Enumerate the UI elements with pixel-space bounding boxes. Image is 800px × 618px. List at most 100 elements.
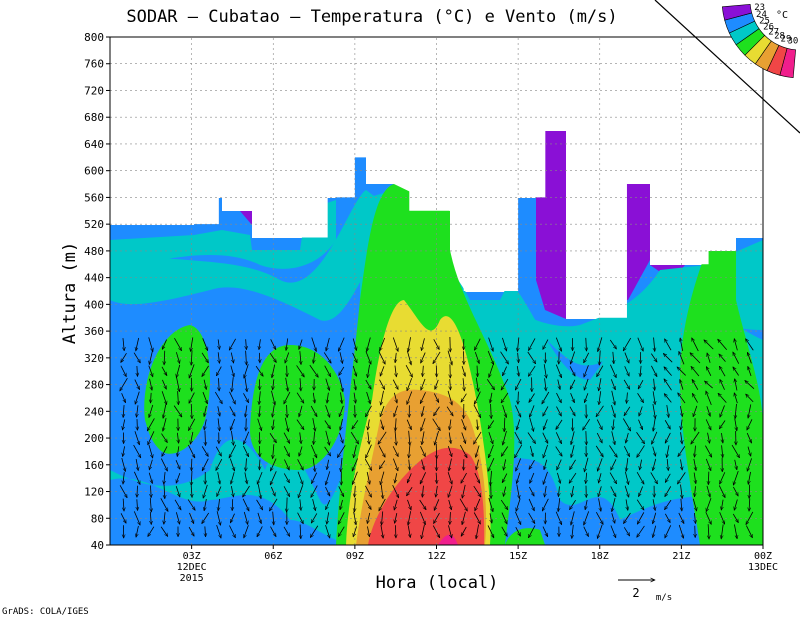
wind-arrow [339,405,344,417]
wind-arrow [718,393,727,403]
wind-arrow [214,391,222,404]
wind-arrow [680,405,682,417]
wind-arrow [610,486,617,496]
wind-arrow [677,367,686,376]
wind-arrow [257,418,262,431]
wind-arrow [474,472,481,483]
wind-arrow [310,405,318,417]
wind-arrow [572,485,574,497]
wind-arrow [287,497,288,513]
wind-arrow [300,524,301,538]
wind-arrow [146,418,155,430]
wind-arrow [381,511,382,525]
wind-arrow [527,351,536,364]
wind-arrow [732,513,738,523]
footer-credit: GrADS: COLA/IGES [2,607,89,617]
wind-arrow [216,511,220,525]
wind-arrow [679,351,685,365]
wind-arrow [678,524,683,538]
wind-arrow [652,499,655,510]
wind-arrow [339,377,343,391]
wind-arrow [191,403,192,419]
wind-arrow [542,391,550,404]
x-tick-label: 06Z [264,551,282,562]
y-tick-label: 160 [84,459,104,472]
wind-arrow [310,525,319,538]
wind-arrow [518,391,519,405]
wind-arrow [557,379,560,390]
wind-arrow [310,444,318,458]
wind-arrow [407,525,410,538]
wind-arrow [719,354,726,362]
wind-arrow [637,380,644,389]
wind-arrow [339,352,343,363]
wind-arrow [311,337,317,351]
wind-arrow [612,497,616,512]
wind-arrow [514,378,522,390]
wind-arrow [300,499,301,510]
wind-arrow [123,446,125,456]
wind-arrow [354,392,356,404]
wind-arrow [353,511,357,525]
wind-arrow [705,367,712,376]
wind-arrow [502,337,506,351]
wind-arrow [163,418,167,431]
wind-arrow [652,446,656,457]
wind-arrow [311,472,318,484]
wind-arrow [734,393,738,404]
y-tick-label: 520 [84,218,104,231]
wind-arrow [462,484,466,498]
wind-arrow [337,512,345,524]
wind-arrow [136,525,139,537]
wind-arrow [719,420,726,429]
wind-arrow [351,458,358,471]
wind-arrow [623,337,632,351]
x-tick-label: 18Z [591,551,609,562]
wind-arrow [611,390,615,405]
colorbar-diagonal [654,0,800,134]
wind-arrow [407,391,413,405]
wind-arrow [624,352,629,364]
wind-arrow [136,337,140,351]
wind-arrow [733,367,739,376]
wind-arrow [243,431,250,445]
wind-arrow [459,444,468,458]
wind-arrow [609,445,617,458]
wind-arrow [273,379,274,390]
wind-arrow [433,512,440,523]
wind-arrow [352,420,359,429]
wind-arrow [120,365,127,377]
wind-arrow [133,511,141,525]
wind-arrow [500,351,509,364]
wind-arrow [705,511,712,524]
wind-arrow [555,364,561,378]
wind-arrow [148,337,153,351]
wind-arrow [269,498,278,511]
colorbar-label: 28 [774,32,785,42]
wind-arrow [120,513,127,523]
wind-arrow [354,378,356,390]
wind-arrow [364,458,373,470]
wind-arrow [474,338,481,351]
wind-arrow [569,499,576,509]
wind-arrow [149,459,153,470]
wind-arrow [191,350,192,365]
wind-arrow [229,406,236,416]
wind-arrow [653,418,656,431]
wind-arrow [476,524,479,538]
wind-arrow [461,365,465,376]
wind-arrow [515,526,521,536]
wind-arrow [639,406,643,416]
wind-arrow [216,486,222,497]
wind-arrow [419,511,425,525]
wind-arrow [230,365,234,377]
wind-arrow [447,445,452,457]
wind-arrow [650,472,658,483]
wind-arrow [312,418,315,431]
wind-arrow [189,364,195,378]
wind-arrow [624,471,628,485]
wind-arrow [246,458,247,471]
temp-region-23-b [620,184,650,300]
wind-arrow [556,419,563,430]
